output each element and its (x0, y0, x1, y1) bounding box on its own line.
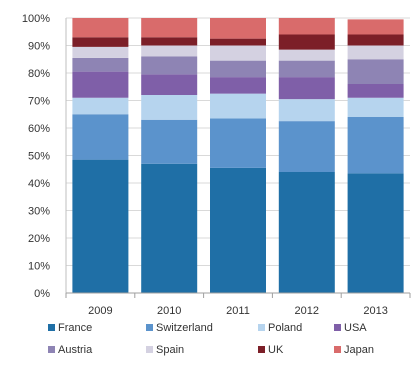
bar-segment (210, 93, 266, 119)
y-tick-label: 30% (28, 206, 50, 218)
bar-segment (278, 99, 335, 122)
legend-label: USA (344, 322, 367, 334)
bar-segment (210, 77, 266, 94)
bar-segment (347, 173, 404, 293)
bar-segment (347, 59, 404, 84)
bar-segment (72, 57, 129, 72)
bar-segment (141, 56, 198, 75)
y-tick-label: 50% (28, 151, 50, 163)
x-tick-label: 2011 (226, 305, 250, 317)
y-tick-label: 0% (34, 288, 50, 300)
bar-segment (72, 159, 129, 293)
legend-swatch (334, 346, 341, 353)
x-tick-labels: 2009 2010 2011 2012 2013 (88, 305, 388, 317)
bar-segment (278, 34, 335, 50)
x-tick-label: 2012 (295, 305, 319, 317)
legend-swatch (258, 324, 265, 331)
bar-segment (72, 71, 129, 98)
legend-label: Japan (344, 344, 374, 356)
legend-label: Switzerland (156, 322, 213, 334)
legend-swatch (48, 324, 55, 331)
bar-segment (141, 18, 198, 38)
legend-label: UK (268, 344, 284, 356)
legend-item: Spain (146, 344, 184, 356)
bar-segment (141, 45, 198, 57)
legend-swatch (258, 346, 265, 353)
bar-segment (347, 97, 404, 117)
y-tick-label: 40% (28, 178, 50, 190)
axes (65, 18, 411, 298)
bar-segment (141, 119, 198, 164)
bar-segment (278, 121, 335, 172)
legend-swatch (48, 346, 55, 353)
bar-segment (278, 18, 335, 35)
legend: France Switzerland Poland USA Austria Spain UK… (48, 322, 374, 356)
legend-swatch (146, 324, 153, 331)
bar-segment (141, 163, 198, 293)
legend-item: Japan (334, 344, 374, 356)
bar-segment (210, 60, 266, 78)
bar-segment (72, 46, 129, 58)
bar-segment (347, 45, 404, 60)
bar-segment (278, 172, 335, 293)
y-tick-label: 10% (28, 261, 50, 273)
legend-item: France (48, 322, 92, 334)
bar-segment (347, 19, 404, 35)
y-tick-label: 20% (28, 233, 50, 245)
bar-segment (210, 18, 266, 39)
bar-segment (141, 37, 198, 46)
bar-segment (347, 34, 404, 46)
legend-item: Switzerland (146, 322, 213, 334)
bar-segment (72, 18, 129, 38)
bar-segment (210, 167, 266, 293)
legend-label: Austria (58, 344, 93, 356)
legend-label: France (58, 322, 92, 334)
bar-segment (72, 37, 129, 47)
legend-item: UK (258, 344, 284, 356)
y-tick-label: 70% (28, 96, 50, 108)
legend-item: Austria (48, 344, 93, 356)
x-tick-label: 2010 (157, 305, 181, 317)
legend-swatch (146, 346, 153, 353)
legend-swatch (334, 324, 341, 331)
legend-item: Poland (258, 322, 302, 334)
x-tick-label: 2013 (363, 305, 387, 317)
bar-segment (278, 77, 335, 100)
bar-segment (141, 95, 198, 120)
bars (72, 18, 404, 293)
legend-label: Poland (268, 322, 302, 334)
y-tick-label: 90% (28, 41, 50, 53)
y-tick-label: 60% (28, 123, 50, 135)
bar-segment (210, 118, 266, 168)
bar-segment (210, 45, 266, 61)
bar-segment (72, 97, 129, 115)
bar-segment (210, 38, 266, 46)
y-tick-label: 80% (28, 68, 50, 80)
y-tick-label: 100% (22, 13, 50, 25)
bar-segment (347, 84, 404, 98)
bar-segment (347, 117, 404, 174)
x-tick-label: 2009 (88, 305, 112, 317)
legend-item: USA (334, 322, 367, 334)
bar-segment (72, 114, 129, 160)
bar-segment (278, 60, 335, 78)
legend-label: Spain (156, 344, 184, 356)
bar-segment (141, 74, 198, 95)
y-tick-labels: 0% 10% 20% 30% 40% 50% 60% 70% 80% 90% 100% (22, 13, 50, 300)
bar-segment (278, 49, 335, 61)
